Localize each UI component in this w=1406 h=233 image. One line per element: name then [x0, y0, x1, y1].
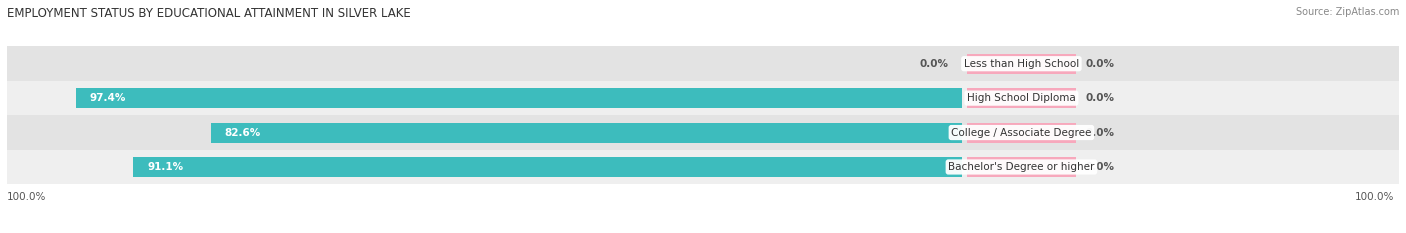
Text: 0.0%: 0.0% [1085, 127, 1114, 137]
Text: High School Diploma: High School Diploma [967, 93, 1076, 103]
Bar [967, 88, 1076, 108]
Text: 0.0%: 0.0% [920, 59, 949, 69]
Text: 0.0%: 0.0% [1085, 162, 1114, 172]
Bar [7, 81, 1399, 115]
Text: College / Associate Degree: College / Associate Degree [952, 127, 1091, 137]
Bar [134, 157, 962, 177]
Text: EMPLOYMENT STATUS BY EDUCATIONAL ATTAINMENT IN SILVER LAKE: EMPLOYMENT STATUS BY EDUCATIONAL ATTAINM… [7, 7, 411, 20]
Bar [967, 157, 1076, 177]
Text: 0.0%: 0.0% [1085, 59, 1114, 69]
Text: 100.0%: 100.0% [1355, 192, 1395, 202]
Text: Source: ZipAtlas.com: Source: ZipAtlas.com [1295, 7, 1399, 17]
Text: 100.0%: 100.0% [7, 192, 46, 202]
Bar [7, 47, 1399, 81]
Bar [76, 88, 962, 108]
Text: 97.4%: 97.4% [90, 93, 127, 103]
Bar [211, 123, 962, 143]
Text: 0.0%: 0.0% [1085, 93, 1114, 103]
Bar [967, 123, 1076, 143]
Text: 82.6%: 82.6% [225, 127, 260, 137]
Bar [7, 150, 1399, 184]
Text: 91.1%: 91.1% [148, 162, 183, 172]
Bar [7, 115, 1399, 150]
Bar [967, 54, 1076, 74]
Text: Bachelor's Degree or higher: Bachelor's Degree or higher [948, 162, 1095, 172]
Text: Less than High School: Less than High School [963, 59, 1078, 69]
